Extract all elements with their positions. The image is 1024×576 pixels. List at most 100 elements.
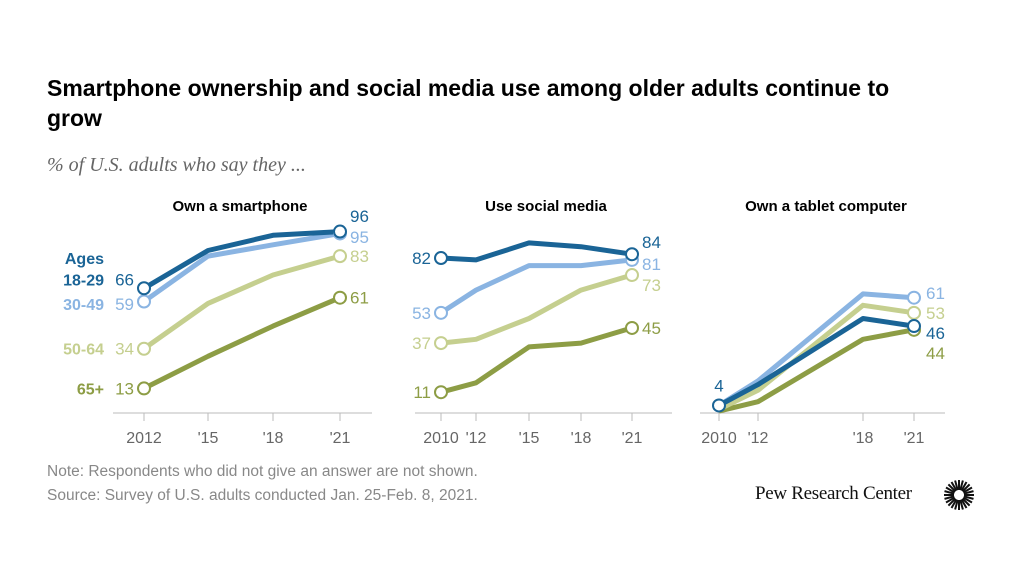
sunburst-ray — [947, 483, 957, 493]
data-label-30-49: 53 — [412, 304, 431, 323]
data-label-65+: 61 — [350, 289, 369, 308]
sunburst-ray — [945, 486, 956, 494]
source: Source: Survey of U.S. adults conducted … — [47, 487, 478, 504]
data-label-18-29: 84 — [642, 233, 661, 252]
data-point-65+ — [434, 385, 448, 400]
legend-label-50-64: 50-64 — [63, 342, 104, 359]
series-line-65+ — [440, 325, 633, 395]
x-tick-label: '21 — [904, 430, 925, 447]
data-point-18-29 — [907, 319, 921, 334]
sunburst-ray — [963, 490, 974, 495]
data-point-65+ — [137, 381, 151, 396]
data-point-50-64 — [333, 249, 347, 264]
note: Note: Respondents who did not give an an… — [47, 463, 478, 480]
data-label-30-49: 95 — [350, 228, 369, 247]
x-tick-label: '18 — [571, 430, 592, 447]
data-label-18-29: 82 — [412, 249, 431, 268]
sunburst-ray — [959, 499, 964, 510]
data-point-30-49 — [907, 290, 921, 305]
data-point-30-49 — [434, 305, 448, 320]
sunburst-ray — [947, 497, 957, 507]
x-tick-label: '21 — [622, 430, 643, 447]
sunburst-ray — [960, 481, 968, 492]
sunburst-ray — [945, 496, 956, 504]
x-tick-label: 2012 — [126, 430, 162, 447]
series-line-65+ — [142, 295, 341, 391]
data-point-18-29 — [434, 251, 448, 266]
data-label-65+: 45 — [642, 319, 661, 338]
data-point-18-29 — [333, 224, 347, 239]
legend-title: Ages — [65, 251, 104, 268]
legend-label-18-29: 18-29 — [63, 272, 104, 289]
pew-sunburst-icon — [944, 480, 974, 510]
data-label-30-49: 59 — [115, 295, 134, 314]
data-label-50-64: 83 — [350, 247, 369, 266]
series-line-18-29 — [142, 229, 341, 291]
panel-title: Own a tablet computer — [745, 198, 907, 215]
x-tick-label: 2010 — [701, 430, 737, 447]
series-line-18-29 — [440, 240, 633, 263]
chart-subtitle: % of U.S. adults who say they ... — [47, 154, 306, 176]
x-tick-label: '12 — [748, 430, 769, 447]
data-point-50-64 — [907, 305, 921, 320]
series-line-50-64 — [142, 253, 341, 351]
sunburst-ray — [961, 497, 971, 507]
sunburst-ray — [959, 480, 964, 491]
series-line-18-29 — [717, 316, 915, 408]
sunburst-ray — [963, 495, 974, 500]
legend-label-30-49: 30-49 — [63, 297, 104, 314]
sunburst-ray — [961, 483, 971, 493]
x-tick-label: '18 — [263, 430, 284, 447]
panel-own-a-tablet-computer: Own a tablet computer 2010 '12 '18 '21 4 46 615… — [700, 198, 945, 447]
series-line-65+ — [718, 327, 915, 414]
pew-logo-text: Pew Research Center — [755, 483, 912, 504]
data-point-50-64 — [625, 268, 639, 283]
panel-own-a-smartphone: Own a smartphone 2012 '15 '18 '21 66 96 59 95 34 8… — [63, 198, 372, 447]
data-label-65+: 11 — [413, 383, 431, 402]
sunburst-ray — [950, 481, 958, 492]
data-label-30-49: 81 — [642, 255, 661, 274]
series-line-30-49 — [439, 257, 633, 315]
data-label-50-64: 53 — [926, 304, 945, 323]
data-point-30-49 — [137, 294, 151, 309]
sunburst-ray — [960, 498, 968, 509]
data-label-65+: 44 — [926, 344, 945, 363]
data-label-50-64: 37 — [412, 334, 431, 353]
data-label-18-29: 4 — [714, 376, 723, 395]
legend-label-65+: 65+ — [77, 381, 104, 398]
sunburst-ray — [954, 480, 959, 491]
sunburst-ray — [962, 496, 973, 504]
sunburst-ray — [944, 495, 955, 500]
panel-title: Own a smartphone — [172, 198, 307, 215]
data-point-50-64 — [434, 336, 448, 351]
data-point-50-64 — [137, 341, 151, 356]
chart-title: Smartphone ownership and social media us… — [47, 75, 890, 131]
panel-use-social-media: Use social media 2010 '12 '15 '18 '21 82 84 53 81… — [412, 198, 672, 447]
series-line-50-64 — [440, 272, 633, 346]
data-point-65+ — [333, 290, 347, 305]
data-label-50-64: 34 — [115, 340, 134, 359]
x-tick-label: 2010 — [423, 430, 459, 447]
sunburst-ray — [962, 486, 973, 494]
x-tick-label: '21 — [330, 430, 351, 447]
data-point-65+ — [625, 320, 639, 335]
sunburst-ray — [950, 498, 958, 509]
data-label-18-29: 96 — [350, 207, 369, 226]
series-line-30-49 — [142, 231, 341, 304]
data-label-18-29: 66 — [115, 270, 134, 289]
x-tick-label: '15 — [519, 430, 540, 447]
series-line-50-64 — [717, 302, 915, 412]
data-label-18-29: 46 — [926, 324, 945, 343]
sunburst-ray — [944, 490, 955, 495]
x-tick-label: '12 — [466, 430, 487, 447]
x-tick-label: '18 — [853, 430, 874, 447]
x-tick-label: '15 — [198, 430, 219, 447]
data-point-18-29 — [137, 281, 151, 296]
data-point-18-29 — [712, 398, 726, 413]
data-label-65+: 13 — [115, 379, 134, 398]
data-point-18-29 — [625, 247, 639, 262]
data-label-30-49: 61 — [926, 284, 945, 303]
panel-title: Use social media — [485, 198, 607, 215]
data-label-50-64: 73 — [642, 276, 661, 295]
